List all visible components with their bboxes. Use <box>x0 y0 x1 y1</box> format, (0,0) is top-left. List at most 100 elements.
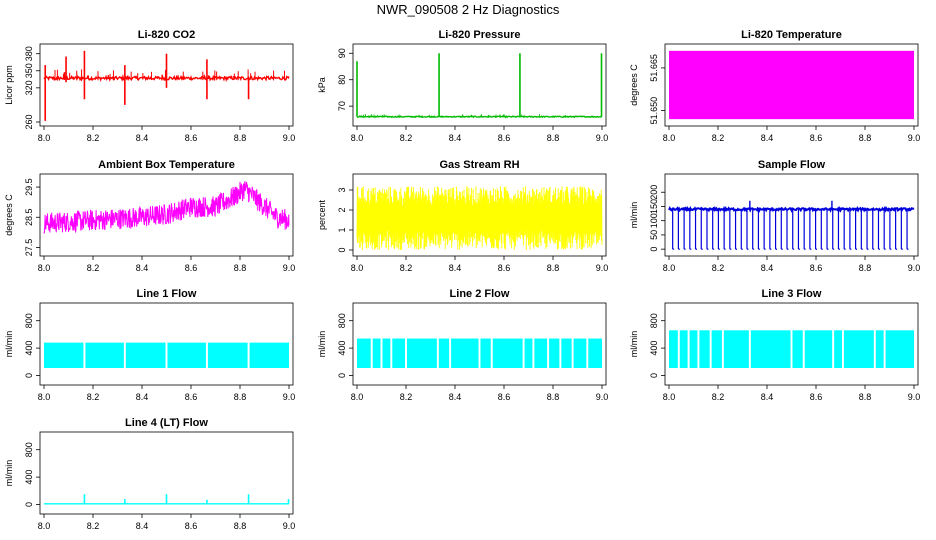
x-tick-label: 8.6 <box>498 133 511 143</box>
data-segment <box>451 338 479 368</box>
data-segment <box>834 330 842 368</box>
x-tick-label: 8.2 <box>400 133 413 143</box>
x-tick-label: 8.8 <box>859 263 872 273</box>
x-tick-label: 9.0 <box>596 263 609 273</box>
y-tick-label: 51.665 <box>649 54 659 82</box>
x-tick-label: 9.0 <box>908 263 921 273</box>
x-tick-label: 8.6 <box>185 521 198 531</box>
y-axis-label: ml/min <box>4 460 14 487</box>
x-tick-label: 8.6 <box>810 133 823 143</box>
chart-panel-5: Gas Stream RH percent 8.0 8.2 8.4 8.6 8.8 9.0 0 1… <box>317 159 608 273</box>
chart-title: Gas Stream RH <box>439 159 519 171</box>
y-tick-label: 350 <box>24 63 34 78</box>
y-axis-label: kPa <box>317 77 327 93</box>
x-tick-label: 8.2 <box>87 133 100 143</box>
x-tick-label: 8.2 <box>712 133 725 143</box>
data-segment <box>167 342 206 368</box>
x-tick-label: 8.0 <box>663 263 676 273</box>
x-tick-label: 9.0 <box>596 392 609 402</box>
data-segment <box>792 330 803 368</box>
plot-frame <box>664 302 919 386</box>
data-segment <box>534 338 548 368</box>
chart-title: Line 1 Flow <box>137 288 197 300</box>
chart-title: Li-820 CO2 <box>138 29 195 41</box>
x-tick-label: 8.4 <box>761 392 774 402</box>
plot-frame <box>39 431 294 515</box>
chart-panel-4: Ambient Box Temperature degrees C 8.0 8.2 8.… <box>4 159 295 273</box>
figure-title: NWR_090508 2 Hz Diagnostics <box>376 2 560 17</box>
data-series <box>356 186 603 251</box>
x-tick-label: 8.2 <box>712 392 725 402</box>
x-tick-label: 8.8 <box>547 133 560 143</box>
data-segment <box>382 338 391 368</box>
y-tick-label: 260 <box>24 114 34 129</box>
y-tick-label: 3 <box>337 187 347 192</box>
x-tick-label: 8.8 <box>859 392 872 402</box>
x-tick-label: 8.6 <box>498 392 511 402</box>
data-segment <box>875 330 884 368</box>
x-tick-label: 8.6 <box>810 392 823 402</box>
y-tick-label: 800 <box>24 442 34 457</box>
y-tick-label: 800 <box>24 313 34 328</box>
x-tick-label: 8.4 <box>449 263 462 273</box>
plot-frame <box>352 43 607 127</box>
y-tick-label: 380 <box>24 46 34 61</box>
x-tick-label: 8.2 <box>87 521 100 531</box>
data-segment <box>549 338 560 368</box>
y-tick-label: 28.5 <box>24 208 34 226</box>
y-tick-label: 0 <box>24 502 34 507</box>
y-axis-label: ml/min <box>629 331 639 358</box>
chart-panel-7: Line 1 Flow ml/min 8.0 8.2 8.4 8.6 8.8 9.0 0 400 8… <box>4 288 295 402</box>
x-tick-label: 8.8 <box>234 133 247 143</box>
y-tick-label: 0 <box>337 373 347 378</box>
x-tick-label: 8.4 <box>136 521 149 531</box>
data-segment <box>573 338 587 368</box>
x-tick-label: 9.0 <box>908 133 921 143</box>
x-tick-label: 8.4 <box>761 133 774 143</box>
data-segment <box>723 330 749 368</box>
chart-panel-6: Sample Flow ml/min 8.0 8.2 8.4 8.6 8.8 9.0 0 50 10… <box>629 159 920 273</box>
plot-frame <box>39 173 294 257</box>
y-tick-label: 400 <box>24 341 34 356</box>
data-block <box>669 50 914 120</box>
y-tick-label: 800 <box>337 313 347 328</box>
plot-frame <box>39 302 294 386</box>
x-tick-label: 8.6 <box>810 263 823 273</box>
data-segment <box>804 330 833 368</box>
y-axis-label: ml/min <box>4 331 14 358</box>
chart-title: Line 4 (LT) Flow <box>125 417 208 429</box>
data-series <box>668 205 915 213</box>
x-tick-label: 8.2 <box>87 263 100 273</box>
y-axis-label: ml/min <box>629 202 639 229</box>
data-series <box>356 115 603 119</box>
x-tick-label: 8.2 <box>712 263 725 273</box>
data-segment <box>438 338 450 368</box>
data-segment <box>44 342 84 368</box>
x-tick-label: 8.6 <box>498 263 511 273</box>
data-segment <box>588 338 602 368</box>
data-segment <box>843 330 874 368</box>
x-tick-label: 8.4 <box>761 263 774 273</box>
chart-title: Li-820 Pressure <box>439 29 521 41</box>
plot-frame <box>664 173 919 257</box>
y-tick-label: 2 <box>337 207 347 212</box>
data-segment <box>249 342 289 368</box>
y-tick-label: 0 <box>337 247 347 252</box>
y-tick-label: 29.5 <box>24 178 34 196</box>
x-tick-label: 8.4 <box>449 133 462 143</box>
x-tick-label: 9.0 <box>283 392 296 402</box>
x-tick-label: 8.8 <box>547 263 560 273</box>
data-segment <box>392 338 406 368</box>
chart-panel-10: Line 4 (LT) Flow ml/min 8.0 8.2 8.4 8.6 8.8 9.0… <box>4 417 295 531</box>
x-tick-label: 8.8 <box>234 521 247 531</box>
chart-title: Li-820 Temperature <box>741 29 842 41</box>
y-tick-label: 50 <box>649 230 659 240</box>
x-tick-label: 8.4 <box>136 133 149 143</box>
x-tick-label: 9.0 <box>908 392 921 402</box>
y-tick-label: 27.5 <box>24 239 34 257</box>
data-segment <box>357 338 371 368</box>
data-segment <box>669 330 678 368</box>
y-tick-label: 320 <box>24 80 34 95</box>
x-tick-label: 8.4 <box>136 263 149 273</box>
x-tick-label: 8.6 <box>185 392 198 402</box>
